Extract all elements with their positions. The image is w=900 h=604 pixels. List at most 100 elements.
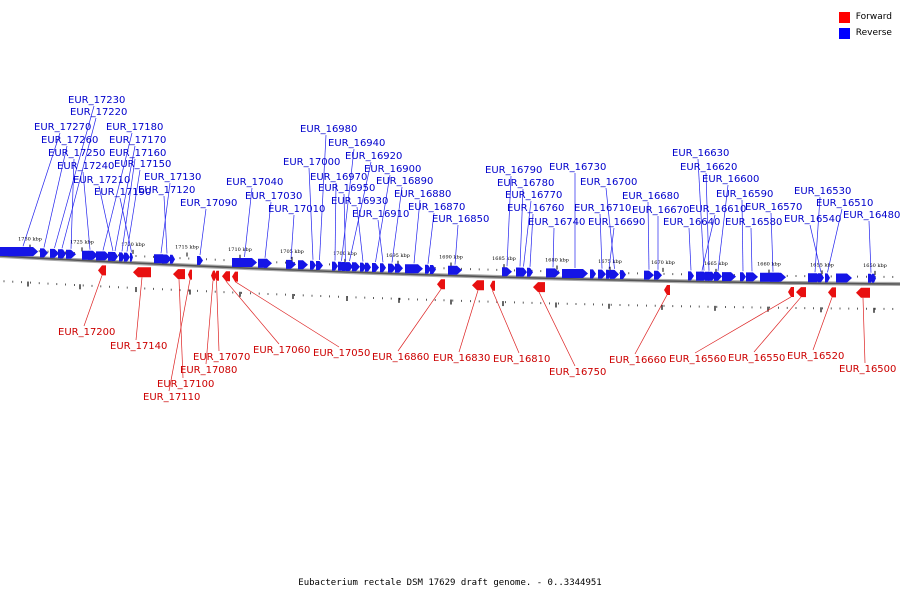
gene-arrow-eur-17200 — [98, 265, 106, 276]
gene-label-eur-17050: EUR_17050 — [313, 348, 370, 359]
gene-label-eur-16660: EUR_16660 — [609, 355, 666, 366]
gene-leader-eur-16950 — [343, 193, 346, 261]
gene-label-eur-17260: EUR_17260 — [41, 135, 98, 146]
gene-arrow-extra — [590, 269, 596, 279]
genome-caption: Eubacterium rectale DSM 17629 draft geno… — [298, 578, 602, 588]
gene-leader-eur-17010 — [290, 214, 295, 259]
gene-leader-eur-16850 — [454, 224, 459, 265]
gene-arrow-eur-17140 — [133, 267, 151, 278]
gene-arrow-eur-16860 — [437, 279, 445, 290]
gene-label-eur-16560: EUR_16560 — [669, 354, 726, 365]
gene-leader-eur-17180 — [102, 132, 133, 251]
gene-arrow-eur-17080 — [211, 270, 215, 281]
gene-leader-eur-17190 — [119, 197, 132, 252]
gene-leader-eur-16540 — [809, 224, 822, 273]
gene-arrow-extra — [620, 270, 626, 280]
gene-leader-eur-16740 — [552, 227, 555, 268]
tick-label-1670-kbp: 1670 kbp — [651, 260, 675, 266]
gene-arrow-eur-16910 — [380, 263, 386, 273]
gene-leader-eur-17060 — [225, 280, 280, 345]
gene-label-eur-16830: EUR_16830 — [433, 353, 490, 364]
gene-leader-eur-16830 — [458, 290, 479, 353]
gene-label-eur-16900: EUR_16900 — [364, 164, 421, 175]
gene-label-eur-17270: EUR_17270 — [34, 122, 91, 133]
tick-label-1685-kbp: 1685 kbp — [492, 256, 516, 262]
gene-leader-eur-17090 — [199, 208, 207, 256]
gene-label-eur-16700: EUR_16700 — [580, 177, 637, 188]
gene-label-eur-16710: EUR_16710 — [574, 203, 631, 214]
gene-leader-eur-16480 — [868, 220, 872, 273]
gene-label-eur-17180: EUR_17180 — [106, 122, 163, 133]
gene-label-eur-16540: EUR_16540 — [784, 214, 841, 225]
gene-leader-eur-17270 — [22, 132, 61, 247]
gene-leader-eur-16500 — [862, 297, 866, 364]
gene-label-eur-17170: EUR_17170 — [109, 135, 166, 146]
gene-label-eur-16600: EUR_16600 — [702, 174, 759, 185]
gene-leader-eur-16680 — [647, 201, 650, 270]
gene-leader-eur-17140 — [135, 277, 143, 341]
gene-label-eur-16850: EUR_16850 — [432, 214, 489, 225]
gene-leader-eur-17160 — [121, 158, 136, 252]
gene-label-eur-16690: EUR_16690 — [588, 217, 645, 228]
gene-leader-eur-17040 — [244, 187, 253, 257]
tick-label-1715-kbp: 1715 kbp — [175, 244, 199, 250]
gene-arrow-extra — [708, 271, 716, 281]
tick-label-1720-kbp: 1720 kbp — [121, 242, 145, 248]
gene-leader-eur-17120 — [163, 195, 168, 254]
gene-label-eur-16570: EUR_16570 — [745, 202, 802, 213]
gene-leader-eur-16660 — [634, 294, 668, 355]
gene-label-eur-17080: EUR_17080 — [180, 365, 237, 376]
gene-arrow-eur-16930 — [360, 262, 366, 272]
gene-label-eur-16750: EUR_16750 — [549, 367, 606, 378]
gene-arrow-extra — [352, 262, 360, 272]
gene-label-eur-16480: EUR_16480 — [843, 210, 900, 221]
gene-arrow-extra — [516, 267, 520, 277]
gene-arrow-eur-16560 — [788, 287, 794, 297]
gene-leader-eur-16580 — [750, 227, 753, 272]
gene-leader-eur-16550 — [753, 296, 802, 353]
gene-leader-eur-16770 — [523, 200, 532, 267]
legend-label-reverse: Reverse — [855, 28, 892, 38]
gene-arrow-extra — [770, 272, 784, 282]
gene-leader-eur-16910 — [377, 219, 384, 263]
gene-label-eur-16780: EUR_16780 — [497, 178, 554, 189]
gene-label-eur-16770: EUR_16770 — [505, 190, 562, 201]
gene-arrow-extra — [836, 273, 852, 283]
gene-label-eur-16860: EUR_16860 — [372, 352, 429, 363]
gene-arrow-extra — [430, 265, 436, 274]
gene-label-eur-16740: EUR_16740 — [528, 217, 585, 228]
gene-leader-eur-16970 — [334, 182, 337, 261]
gene-leader-eur-17080 — [205, 280, 214, 365]
gene-arrow-eur-16710 — [598, 269, 606, 279]
gene-arrow-extra — [170, 254, 175, 264]
gene-label-eur-17250: EUR_17250 — [48, 148, 105, 159]
legend: Forward Reverse — [838, 9, 892, 41]
gene-label-eur-16620: EUR_16620 — [680, 162, 737, 173]
gene-leader-eur-16750 — [538, 291, 576, 367]
gene-arrow-eur-17070 — [214, 270, 219, 281]
gene-arrow-extra — [88, 250, 96, 260]
gene-label-eur-17010: EUR_17010 — [268, 204, 325, 215]
gene-label-eur-17200: EUR_17200 — [58, 327, 115, 338]
gene-label-eur-17030: EUR_17030 — [245, 191, 302, 202]
gene-label-eur-16580: EUR_16580 — [725, 217, 782, 228]
gene-arrow-eur-16670 — [654, 270, 662, 280]
gene-leader-eur-17000 — [308, 167, 314, 260]
gene-leader-eur-17170 — [114, 145, 136, 252]
tick-label-1730-kbp: 1730 kbp — [18, 237, 42, 243]
gene-leader-eur-16610 — [701, 214, 716, 271]
gene-leader-eur-16510 — [827, 208, 843, 273]
gene-leader-eur-16860 — [397, 289, 442, 352]
gene-leader-eur-17110 — [168, 279, 191, 392]
legend-swatch-forward — [838, 11, 850, 23]
gene-arrow-eur-16760 — [527, 267, 533, 277]
gene-arrow-eur-17190 — [130, 252, 133, 262]
gene-arrow-eur-16540 — [818, 273, 824, 283]
gene-label-eur-16610: EUR_16610 — [689, 204, 746, 215]
gene-leader-eur-16980 — [319, 134, 327, 260]
gene-arrow-extra — [872, 273, 876, 283]
gene-leader-eur-16520 — [812, 297, 833, 351]
gene-arrow-extra — [298, 260, 308, 270]
gene-arrow-eur-16500 — [856, 287, 870, 298]
